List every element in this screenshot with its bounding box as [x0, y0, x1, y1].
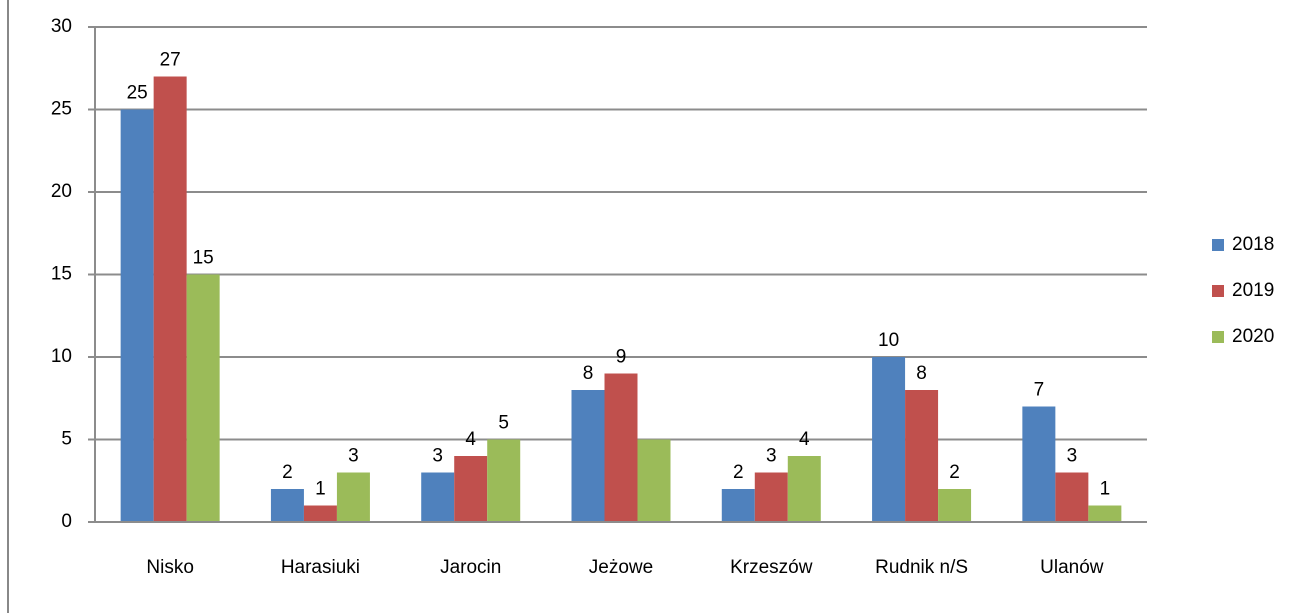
bar: [186, 274, 220, 522]
bar: [1022, 406, 1056, 522]
legend-swatch: [1212, 331, 1224, 343]
bar: [637, 439, 671, 522]
data-label: 4: [799, 429, 810, 450]
bar: [1088, 505, 1122, 522]
legend-label: 2019: [1232, 280, 1274, 301]
data-label: 8: [583, 363, 594, 384]
data-label: 25: [127, 83, 148, 104]
y-tick-label: 15: [51, 264, 72, 285]
bar: [303, 505, 337, 522]
data-label: 8: [916, 363, 927, 384]
y-tick-label: 30: [51, 16, 72, 37]
x-tick-label: Jarocin: [440, 557, 501, 578]
data-label: 3: [432, 446, 443, 467]
bar: [938, 489, 972, 522]
data-label: 2: [949, 462, 960, 483]
data-label: 2: [733, 462, 744, 483]
y-tick-label: 10: [51, 346, 72, 367]
data-label: 1: [315, 479, 326, 500]
legend-label: 2018: [1232, 234, 1274, 255]
legend-swatch: [1212, 285, 1224, 297]
x-tick-label: Harasiuki: [281, 557, 360, 578]
x-tick-label: Rudnik n/S: [875, 557, 968, 578]
y-tick-label: 20: [51, 181, 72, 202]
y-tick-label: 0: [61, 511, 72, 532]
x-tick-label: Jeżowe: [589, 557, 653, 578]
bar: [571, 390, 605, 522]
x-tick-label: Krzeszów: [730, 557, 813, 578]
data-label: 15: [193, 248, 214, 269]
data-label: 27: [160, 50, 181, 71]
data-label: 2: [282, 462, 293, 483]
data-label: 3: [1067, 446, 1078, 467]
bar: [721, 489, 755, 522]
bar: [787, 456, 821, 522]
bar: [754, 472, 788, 522]
bar: [872, 357, 906, 522]
data-label: 9: [616, 347, 627, 368]
bar: [1055, 472, 1089, 522]
y-tick-label: 5: [61, 429, 72, 450]
bar: [487, 439, 521, 522]
x-tick-label: Ulanów: [1040, 557, 1104, 578]
data-label: 1: [1100, 479, 1111, 500]
data-label: 3: [348, 446, 359, 467]
x-tick-label: Nisko: [146, 557, 194, 578]
data-label: 4: [465, 429, 476, 450]
bar: [270, 489, 304, 522]
data-label: 7: [1034, 380, 1045, 401]
bar: [421, 472, 455, 522]
bar: [604, 373, 638, 522]
bar: [120, 109, 154, 522]
legend-swatch: [1212, 239, 1224, 251]
bar: [336, 472, 370, 522]
y-tick-label: 25: [51, 99, 72, 120]
data-label: 3: [766, 446, 777, 467]
bar: [454, 456, 488, 522]
bar: [153, 76, 187, 522]
legend-label: 2020: [1232, 326, 1274, 347]
data-label: 5: [498, 413, 509, 434]
bar: [905, 390, 939, 522]
data-label: 10: [878, 330, 899, 351]
